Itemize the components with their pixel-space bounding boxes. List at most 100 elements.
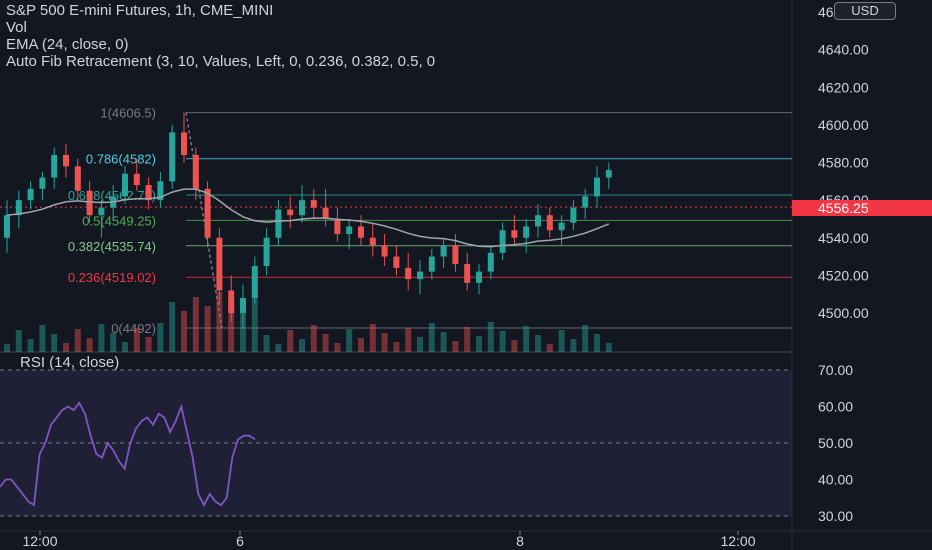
volume-bar — [251, 296, 258, 352]
time-axis-label: 12:00 — [720, 533, 755, 549]
volume-bar — [263, 335, 270, 352]
candle-body — [228, 290, 235, 313]
candle-body — [393, 256, 400, 268]
volume-bar — [169, 302, 176, 352]
price-axis-label: 4500.00 — [818, 305, 869, 321]
volume-bar — [594, 334, 600, 352]
volume-bar — [51, 334, 58, 352]
volume-bar — [487, 322, 494, 352]
candle-body — [464, 264, 471, 283]
candle-body — [299, 200, 305, 216]
time-axis-label: 6 — [236, 533, 244, 549]
candle-body — [558, 222, 565, 231]
ema-indicator-label[interactable]: EMA (24, close, 0) — [6, 36, 129, 53]
currency-button[interactable]: USD — [834, 2, 896, 20]
candle-body — [535, 215, 541, 227]
symbol-title[interactable]: S&P 500 E-mini Futures, 1h, CME_MINI — [6, 2, 274, 19]
volume-bar — [86, 338, 93, 352]
volume-bar — [476, 336, 482, 352]
candle-body — [452, 245, 459, 265]
volume-bar — [440, 332, 447, 352]
fib-indicator-label[interactable]: Auto Fib Retracement (3, 10, Values, Lef… — [6, 53, 436, 70]
candle-body — [263, 237, 270, 266]
candle-body — [15, 200, 22, 216]
volume-bar — [523, 326, 530, 352]
candle-body — [358, 226, 364, 238]
candle-body — [275, 209, 282, 238]
candle-body — [476, 271, 482, 283]
volume-bar — [322, 334, 329, 352]
rsi-axis-label: 50.00 — [818, 435, 853, 451]
volume-bar — [358, 338, 364, 352]
candle-body — [523, 226, 530, 238]
volume-bar — [145, 337, 152, 352]
candle-body — [27, 188, 34, 201]
volume-bar — [181, 311, 187, 352]
volume-bar — [464, 327, 471, 352]
volume-bar — [204, 306, 211, 352]
volume-bar — [310, 325, 317, 352]
volume-bar — [405, 328, 412, 352]
price-axis-label: 4600.00 — [818, 117, 869, 133]
volume-bar — [417, 337, 423, 352]
volume-bar — [216, 292, 223, 352]
candle-body — [169, 132, 176, 182]
candle-body — [369, 237, 376, 246]
candle-body — [499, 230, 506, 253]
candle-body — [216, 237, 223, 291]
volume-bar — [240, 310, 246, 352]
candle-body — [570, 207, 577, 223]
volume-bar — [63, 343, 69, 352]
candle-body — [145, 185, 152, 201]
candle-body — [440, 245, 447, 257]
fib-level-label: 0(4492) — [111, 321, 156, 336]
fib-level-label: 0.786(4582) — [86, 152, 156, 167]
ema-line — [6, 188, 610, 248]
candle-body — [4, 215, 10, 238]
candle-body — [133, 173, 140, 186]
volume-bar — [74, 329, 81, 352]
rsi-axis-label: 60.00 — [818, 399, 853, 415]
vol-indicator-label[interactable]: Vol — [6, 19, 27, 36]
price-axis-label: 4640.00 — [818, 42, 869, 58]
rsi-line — [0, 401, 256, 508]
fib-level-label: 0.236(4519.02) — [68, 270, 156, 285]
volume-bar — [334, 343, 341, 352]
candle-body — [310, 200, 317, 208]
candle-body — [381, 245, 388, 257]
candle-body — [51, 154, 58, 178]
candle-body — [157, 181, 164, 201]
candle-body — [334, 218, 341, 234]
volume-bar — [228, 301, 235, 352]
price-axis-label: 4620.00 — [818, 79, 869, 95]
candle-body — [181, 132, 187, 155]
volume-bar — [27, 339, 34, 352]
candle-body — [251, 265, 258, 298]
rsi-indicator-label[interactable]: RSI (14, close) — [20, 354, 120, 371]
volume-bar — [157, 323, 164, 352]
volume-bar — [582, 325, 589, 352]
candle-body — [204, 188, 211, 238]
candle-body — [511, 230, 518, 238]
volume-bar — [546, 344, 553, 352]
rsi-axis-label: 30.00 — [818, 508, 853, 524]
candle-body — [605, 170, 612, 178]
candle-body — [63, 154, 69, 167]
volume-bar — [15, 330, 22, 352]
candle-body — [546, 215, 553, 231]
volume-bar — [287, 330, 294, 352]
candle-body — [192, 154, 199, 189]
candle-body — [322, 207, 329, 219]
volume-bar — [122, 342, 128, 352]
fib-level-label: 1(4606.5) — [100, 106, 156, 121]
price-axis-label: 4580.00 — [818, 155, 869, 171]
candle-body — [86, 190, 93, 216]
candle-body — [98, 207, 105, 216]
volume-bar — [499, 331, 506, 352]
candle-body — [487, 252, 494, 272]
volume-bar — [605, 343, 612, 352]
volume-bar — [275, 344, 282, 352]
candle-body — [240, 297, 246, 313]
price-axis-label: 4520.00 — [818, 267, 869, 283]
